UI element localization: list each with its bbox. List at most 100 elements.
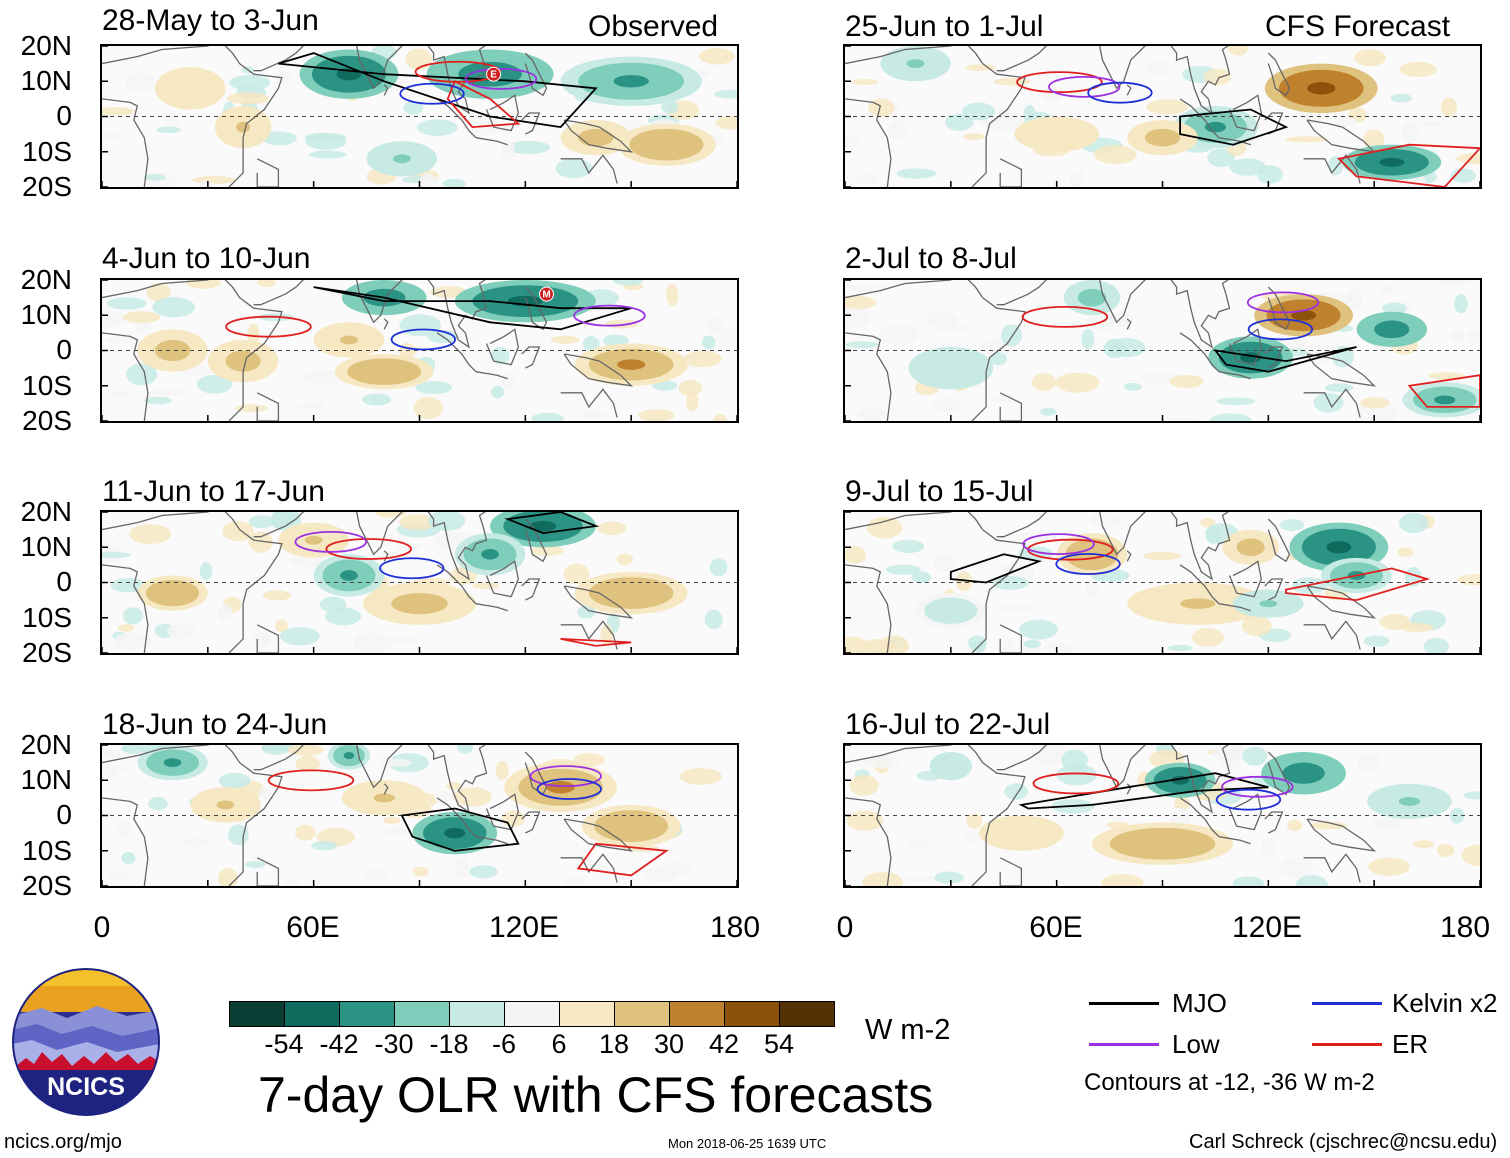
olr-anomaly-cell — [845, 308, 871, 329]
coastline — [485, 328, 519, 366]
colorbar-swatch — [284, 1001, 340, 1027]
coastline — [1303, 853, 1361, 883]
colorbar-tick-label: 6 — [551, 1029, 567, 1059]
colorbar-swatch — [229, 1001, 285, 1027]
olr-map-6 — [845, 280, 1480, 421]
map-panel-6 — [843, 278, 1482, 423]
olr-anomaly-cell — [1228, 46, 1249, 56]
coastline — [999, 624, 1023, 653]
panel-title-3: 11-Jun to 17-Jun — [102, 475, 325, 508]
olr-anomaly-cell — [563, 563, 590, 585]
olr-anomaly-cell — [311, 841, 338, 851]
wave-contour — [1213, 346, 1357, 373]
olr-anomaly-cell — [102, 107, 135, 116]
olr-anomaly-cell — [275, 619, 288, 633]
map-panel-7 — [843, 510, 1482, 655]
olr-anomaly-blob — [1291, 309, 1316, 321]
coastline — [1303, 154, 1361, 184]
wave-contour — [1048, 75, 1121, 98]
olr-anomaly-cell — [102, 750, 126, 759]
olr-anomaly-cell — [500, 139, 516, 160]
olr-anomaly-cell — [1380, 284, 1395, 295]
coastline — [999, 857, 1023, 886]
lat-tick-label: 0 — [56, 799, 72, 830]
wave-contour — [1018, 772, 1269, 810]
olr-anomaly-cell — [1401, 120, 1420, 143]
olr-anomaly-cell — [531, 545, 564, 556]
olr-anomaly-cell — [1229, 158, 1266, 176]
olr-anomaly-cell — [146, 282, 172, 302]
olr-anomaly-cell — [605, 319, 639, 329]
coastline — [1264, 578, 1284, 601]
olr-anomaly-blob — [1010, 828, 1032, 838]
coastline — [967, 46, 1026, 187]
event-marker-label: E — [490, 70, 497, 81]
olr-anomaly-blob — [617, 359, 646, 370]
olr-anomaly-blob — [654, 139, 679, 150]
olr-anomaly-cell — [704, 609, 723, 630]
event-marker-circle — [486, 66, 502, 82]
colorbar-tick-label: 30 — [653, 1029, 685, 1059]
olr-anomaly-cell — [1085, 581, 1098, 598]
colorbar-tick-label: 42 — [708, 1029, 740, 1059]
coastline — [224, 512, 283, 653]
map-panel-4 — [100, 743, 739, 888]
olr-anomaly-cell — [1285, 136, 1329, 143]
legend-label-er: ER — [1392, 1029, 1429, 1059]
olr-anomaly-blob — [1379, 157, 1405, 167]
wave-contour — [1215, 788, 1282, 811]
wave-contour — [464, 67, 538, 90]
olr-anomaly-cell — [550, 335, 580, 344]
olr-anomaly-blob — [393, 154, 411, 164]
wave-contour — [278, 52, 598, 129]
footer-website[interactable]: ncics.org/mjo — [4, 1131, 122, 1153]
lat-tick-label: 0 — [56, 566, 72, 597]
wave-contour — [1179, 108, 1289, 146]
coastline — [996, 512, 1048, 538]
panel-title-7: 9-Jul to 15-Jul — [845, 475, 1034, 508]
coastline — [224, 745, 283, 886]
olr-anomaly-cell — [1081, 328, 1095, 350]
olr-anomaly-blob — [587, 133, 605, 143]
olr-anomaly-cell — [1216, 397, 1256, 406]
olr-anomaly-cell — [962, 102, 996, 121]
lat-tick-label: 20N — [20, 729, 72, 760]
column-header-forecast: CFS Forecast — [1265, 10, 1451, 43]
olr-anomaly-blob — [1084, 293, 1099, 303]
coastline — [560, 853, 618, 883]
coastline — [1179, 797, 1220, 838]
olr-anomaly-cell — [577, 605, 596, 619]
olr-map-7 — [845, 512, 1480, 653]
olr-anomaly-cell — [166, 623, 196, 639]
olr-anomaly-cell — [261, 745, 291, 755]
coastline — [436, 332, 477, 373]
coastline — [102, 745, 209, 764]
olr-anomaly-cell — [261, 131, 297, 146]
coastline — [563, 353, 634, 387]
olr-anomaly-cell — [955, 571, 973, 592]
olr-anomaly-cell — [581, 410, 606, 420]
panel-title-5: 25-Jun to 1-Jul — [845, 10, 1044, 43]
olr-anomaly-cell — [718, 328, 737, 350]
olr-anomaly-cell — [456, 745, 474, 754]
colorbar — [229, 1001, 835, 1027]
coastline — [256, 392, 280, 421]
olr-anomaly-cell — [113, 632, 152, 651]
map-panel-1: E — [100, 44, 739, 189]
olr-anomaly-blob — [373, 793, 395, 803]
wave-contour — [225, 315, 312, 338]
olr-anomaly-cell — [491, 346, 510, 365]
olr-anomaly-cell — [196, 374, 233, 394]
olr-anomaly-cell — [186, 280, 221, 289]
wave-contour — [1087, 81, 1153, 104]
lon-tick-label: 0 — [836, 911, 854, 944]
olr-anomaly-blob — [1144, 838, 1181, 849]
olr-anomaly-cell — [1061, 749, 1088, 771]
olr-anomaly-cell — [1146, 99, 1189, 115]
olr-anomaly-cell — [222, 521, 254, 542]
coastline — [383, 318, 389, 330]
wave-contour — [1337, 143, 1480, 187]
colorbar-swatch — [449, 1001, 505, 1027]
olr-anomaly-cell — [302, 370, 343, 385]
olr-anomaly-cell — [1004, 783, 1029, 800]
